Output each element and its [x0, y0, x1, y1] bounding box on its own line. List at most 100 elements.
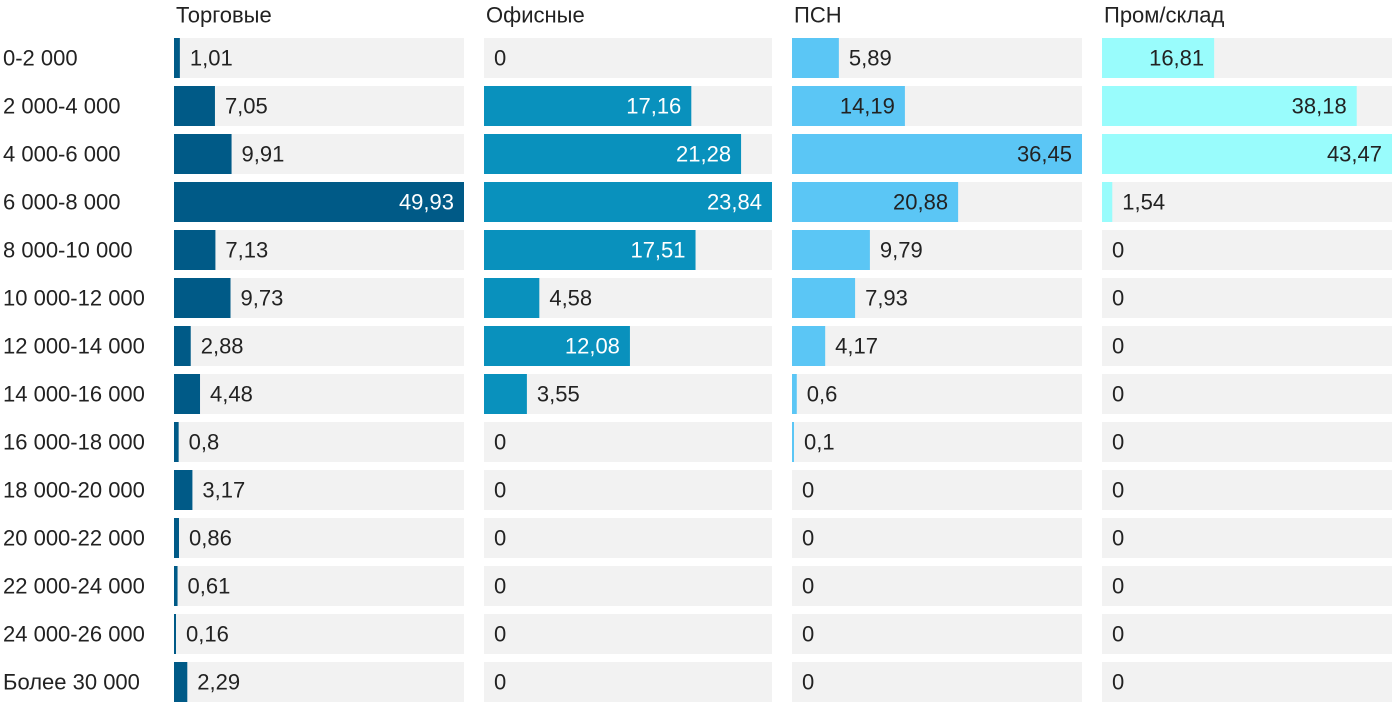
bar	[174, 566, 178, 606]
bar-track	[792, 422, 1082, 462]
data-label: 0	[1112, 478, 1124, 503]
bar	[484, 326, 630, 366]
bar-track	[792, 470, 1082, 510]
bar	[792, 182, 959, 222]
bar-track	[174, 86, 464, 126]
bar-track	[1102, 326, 1392, 366]
data-label: 0	[802, 478, 814, 503]
data-label: 0	[802, 622, 814, 647]
category-label: 20 000-22 000	[3, 526, 145, 551]
data-label: 0	[1112, 334, 1124, 359]
bar-track	[484, 38, 772, 78]
data-label: 0,86	[189, 526, 232, 551]
bar	[484, 86, 692, 126]
bar	[174, 470, 193, 510]
data-label: 0	[1112, 622, 1124, 647]
category-label: 14 000-16 000	[3, 382, 145, 407]
category-label: 10 000-12 000	[3, 286, 145, 311]
category-label: 8 000-10 000	[3, 238, 133, 263]
data-label: 2,29	[197, 670, 240, 695]
data-label: 0	[1112, 238, 1124, 263]
bar-track	[792, 662, 1082, 702]
data-label: 49,93	[399, 190, 454, 215]
bar-track	[484, 662, 772, 702]
bar	[792, 374, 797, 414]
bar	[792, 278, 856, 318]
bar-track	[174, 518, 464, 558]
bar	[484, 230, 696, 270]
bar-track	[792, 38, 1082, 78]
data-label: 3,55	[537, 382, 580, 407]
bar	[484, 134, 742, 174]
data-label: 0	[494, 478, 506, 503]
bar-track	[484, 566, 772, 606]
bar-track	[174, 38, 464, 78]
bar	[174, 134, 232, 174]
data-label: 21,28	[676, 142, 731, 167]
bar	[174, 662, 188, 702]
data-label: 3,17	[202, 478, 245, 503]
bar-track	[1102, 614, 1392, 654]
data-label: 0	[494, 430, 506, 455]
bar-track	[174, 230, 464, 270]
data-label: 1,01	[190, 46, 233, 71]
bar	[174, 422, 179, 462]
bar	[1102, 182, 1113, 222]
bar-track	[792, 326, 1082, 366]
bar-track	[484, 614, 772, 654]
bar	[792, 134, 1082, 174]
bar-track	[174, 374, 464, 414]
data-label: 0	[1112, 382, 1124, 407]
bar	[792, 86, 905, 126]
bar	[1102, 134, 1392, 174]
data-label: 4,58	[549, 286, 592, 311]
bar	[484, 374, 527, 414]
bar-track	[792, 566, 1082, 606]
series-header: ПСН	[794, 3, 842, 28]
bar-track	[174, 470, 464, 510]
category-label: Более 30 000	[3, 670, 140, 695]
data-label: 9,79	[880, 238, 923, 263]
data-label: 0	[802, 574, 814, 599]
bar	[792, 422, 794, 462]
bar-track	[484, 518, 772, 558]
data-label: 0	[1112, 430, 1124, 455]
bar-track	[1102, 374, 1392, 414]
data-label: 1,54	[1122, 190, 1165, 215]
category-label: 18 000-20 000	[3, 478, 145, 503]
bar	[484, 278, 540, 318]
data-label: 0,1	[804, 430, 835, 455]
data-label: 0	[494, 622, 506, 647]
bar-track	[1102, 518, 1392, 558]
bar-track	[174, 422, 464, 462]
series-header: Офисные	[486, 3, 585, 28]
data-label: 20,88	[893, 190, 948, 215]
data-label: 4,17	[835, 334, 878, 359]
data-label: 0,61	[188, 574, 231, 599]
data-label: 7,93	[865, 286, 908, 311]
data-label: 0,8	[189, 430, 220, 455]
data-label: 7,05	[225, 94, 268, 119]
bar	[174, 230, 216, 270]
data-label: 23,84	[707, 190, 762, 215]
data-label: 0	[1112, 574, 1124, 599]
data-label: 17,51	[630, 238, 685, 263]
bar	[174, 38, 180, 78]
category-label: 2 000-4 000	[3, 94, 120, 119]
category-label: 4 000-6 000	[3, 142, 120, 167]
data-label: 17,16	[626, 94, 681, 119]
category-label: 22 000-24 000	[3, 574, 145, 599]
bar-track	[174, 662, 464, 702]
bar-track	[174, 614, 464, 654]
bar-track	[1102, 470, 1392, 510]
bar	[174, 374, 201, 414]
bar	[792, 326, 826, 366]
data-label: 0	[802, 526, 814, 551]
bar-track	[792, 614, 1082, 654]
bar	[792, 230, 870, 270]
data-label: 5,89	[849, 46, 892, 71]
data-label: 0	[494, 574, 506, 599]
data-label: 2,88	[201, 334, 244, 359]
category-label: 6 000-8 000	[3, 190, 120, 215]
